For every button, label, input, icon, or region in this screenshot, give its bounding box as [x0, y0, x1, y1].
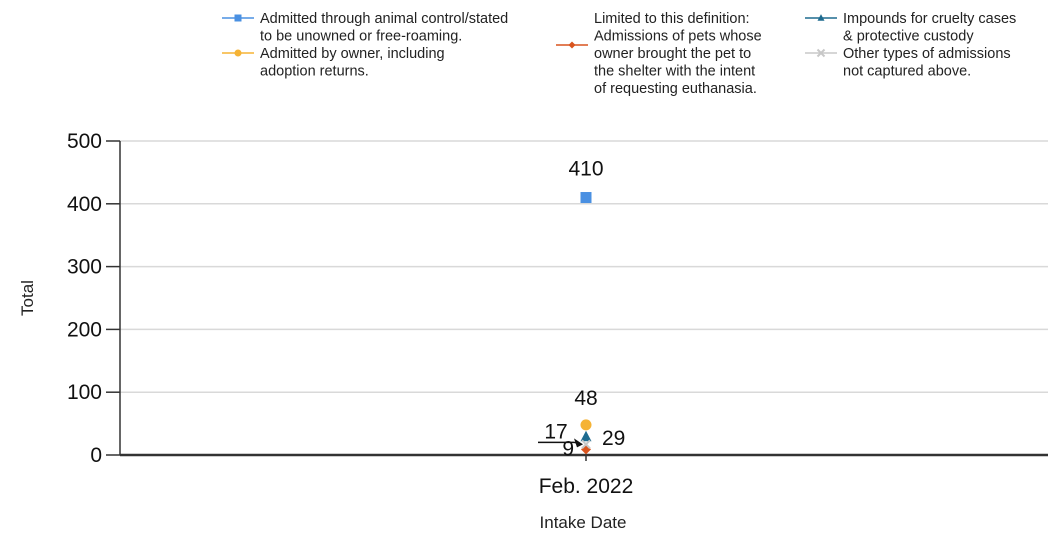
point-animal-control: [580, 192, 592, 204]
x-tick-label: Feb. 2022: [539, 475, 634, 498]
legend-item-euthanasia-request: Limited to this definition: Admissions of…: [556, 11, 762, 97]
legend-label: Limited to this definition:: [594, 11, 750, 27]
data-label-cruelty-custody: 29: [602, 427, 625, 450]
legend-label: of requesting euthanasia.: [594, 81, 757, 97]
axes: 0 100 200 300 400 500 Feb. 2022: [67, 130, 1048, 498]
point-cruelty-custody: [580, 430, 592, 442]
y-tick-label: 500: [67, 130, 102, 153]
legend-item-owner-admitted: Admitted by owner, including adoption ret…: [222, 46, 445, 80]
legend-label: Admitted through animal control/stated: [260, 11, 508, 27]
legend-item-animal-control: Admitted through animal control/stated to…: [222, 11, 508, 45]
data-label-owner-admitted: 48: [574, 387, 597, 410]
y-tick-label: 100: [67, 381, 102, 404]
legend-label: the shelter with the intent: [594, 64, 755, 80]
gridlines: [120, 140, 1048, 393]
legend-label: not captured above.: [843, 64, 971, 80]
legend-label: owner brought the pet to: [594, 46, 751, 62]
x-axis-title: Intake Date: [540, 513, 627, 532]
legend-swatch-marker: [817, 14, 825, 21]
y-tick-label: 0: [90, 444, 102, 467]
y-tick-label: 200: [67, 318, 102, 341]
legend-swatch-marker: [234, 49, 242, 57]
legend-label: & protective custody: [843, 29, 974, 45]
data-label-euthanasia-request: 9: [562, 437, 574, 460]
legend-item-cruelty-custody: Impounds for cruelty cases & protective c…: [805, 11, 1016, 45]
y-axis-title: Total: [18, 280, 37, 316]
legend-label: Admissions of pets whose: [594, 29, 762, 45]
point-other-admissions: [581, 439, 591, 450]
legend-label: adoption returns.: [260, 64, 369, 80]
point-euthanasia-request: [581, 444, 591, 455]
legend-swatch-marker: [568, 41, 576, 49]
leader-arrowhead: [574, 438, 583, 448]
legend-label: Admitted by owner, including: [260, 46, 445, 62]
data-labels: 410 48 9 29 17: [538, 158, 625, 460]
legend: Admitted through animal control/stated to…: [222, 11, 1016, 97]
legend-label: Other types of admissions: [843, 46, 1011, 62]
y-tick-label: 300: [67, 256, 102, 279]
y-tick-label: 400: [67, 193, 102, 216]
point-owner-admitted: [580, 419, 592, 431]
data-label-other-admissions: 17: [544, 420, 567, 443]
data-label-animal-control: 410: [568, 158, 603, 181]
legend-label: Impounds for cruelty cases: [843, 11, 1016, 27]
legend-swatch-marker: [816, 48, 826, 58]
legend-swatch-marker: [234, 14, 242, 22]
legend-label: to be unowned or free-roaming.: [260, 29, 462, 45]
data-marks: [580, 192, 592, 455]
legend-item-other-admissions: Other types of admissions not captured ab…: [805, 46, 1011, 80]
